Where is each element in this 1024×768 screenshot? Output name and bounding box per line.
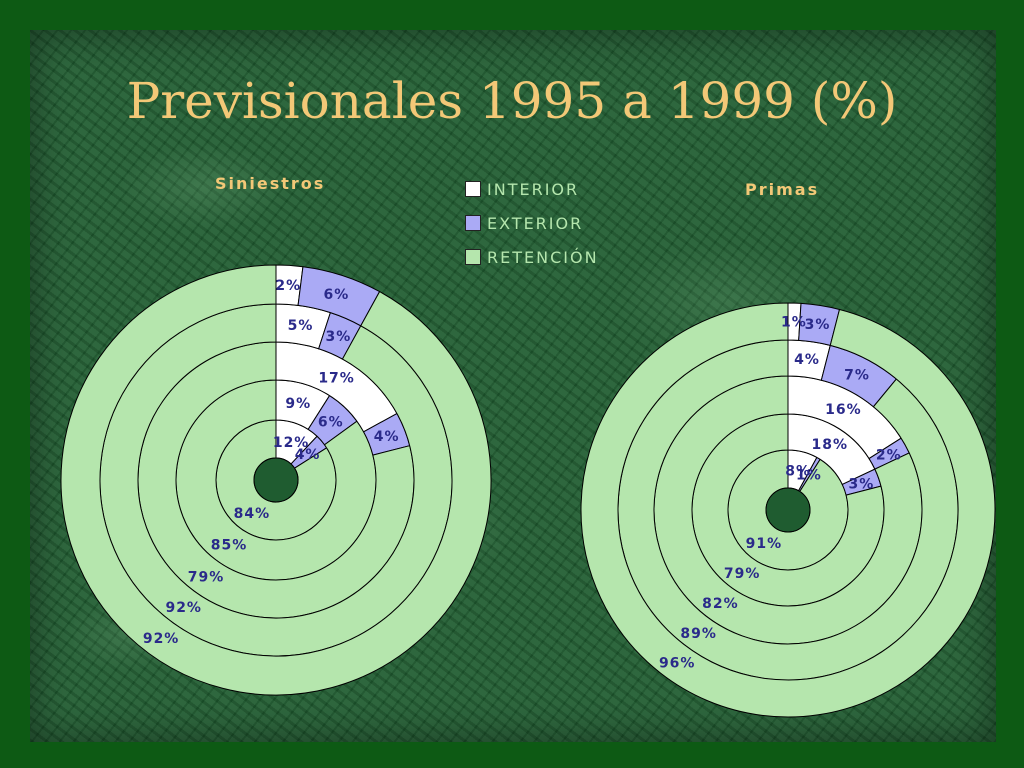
primas-ring-5-exterior-label: 3% bbox=[805, 317, 831, 333]
siniestros-ring-5-exterior-label: 6% bbox=[324, 287, 350, 303]
primas-ring-5-retencion-label: 96% bbox=[659, 655, 696, 671]
legend-label-retencion: RETENCIÓN bbox=[487, 247, 599, 267]
primas-ring-1-exterior-label: 1% bbox=[796, 468, 822, 484]
siniestros-ring-2-exterior-label: 6% bbox=[318, 415, 344, 431]
primas-ring-3-exterior-label: 2% bbox=[876, 448, 902, 464]
siniestros-ring-1-exterior-label: 4% bbox=[295, 447, 321, 463]
chart-title-siniestros: Siniestros bbox=[215, 174, 326, 193]
legend: INTERIOR EXTERIOR RETENCIÓN bbox=[465, 172, 599, 274]
legend-label-interior: INTERIOR bbox=[487, 179, 580, 199]
primas-ring-2-interior-label: 18% bbox=[812, 437, 849, 453]
siniestros-ring-2-retencion-label: 85% bbox=[211, 538, 248, 554]
siniestros-center-hole bbox=[253, 457, 299, 503]
pie-primas: 8%1%91%18%3%79%16%2%82%4%7%89%1%3%96% bbox=[580, 302, 996, 718]
primas-ring-1-interior-label: 8% bbox=[785, 463, 811, 479]
primas-ring-2-retencion-label: 79% bbox=[724, 566, 761, 582]
legend-label-exterior: EXTERIOR bbox=[487, 213, 584, 233]
siniestros-ring-5-retencion-label: 92% bbox=[143, 631, 180, 647]
legend-item-retencion: RETENCIÓN bbox=[465, 240, 599, 274]
primas-ring-5-interior-label: 1% bbox=[781, 315, 807, 331]
primas-ring-4-interior-label: 4% bbox=[794, 352, 820, 368]
primas-ring-4-retencion-label: 89% bbox=[680, 626, 717, 642]
legend-swatch-retencion bbox=[465, 249, 481, 265]
primas-ring-4-exterior-label: 7% bbox=[844, 368, 870, 384]
siniestros-ring-3-interior-label: 17% bbox=[318, 371, 355, 387]
siniestros-ring-5-retencion-slice bbox=[60, 264, 492, 696]
legend-item-exterior: EXTERIOR bbox=[465, 206, 599, 240]
siniestros-ring-2-interior-label: 9% bbox=[285, 396, 311, 412]
primas-ring-1-retencion-label: 91% bbox=[746, 536, 783, 552]
slide-title: Previsionales 1995 a 1999 (%) bbox=[126, 72, 898, 130]
primas-center-hole bbox=[765, 487, 811, 533]
primas-ring-3-interior-label: 16% bbox=[825, 402, 862, 418]
siniestros-ring-4-interior-label: 5% bbox=[288, 318, 314, 334]
legend-swatch-interior bbox=[465, 181, 481, 197]
siniestros-ring-4-exterior-label: 3% bbox=[325, 329, 351, 345]
legend-item-interior: INTERIOR bbox=[465, 172, 599, 206]
siniestros-ring-3-exterior-label: 4% bbox=[374, 429, 400, 445]
chart-title-primas: Primas bbox=[745, 180, 820, 199]
siniestros-ring-5-interior-label: 2% bbox=[275, 278, 301, 294]
legend-swatch-exterior bbox=[465, 215, 481, 231]
primas-ring-5-retencion-slice bbox=[580, 302, 996, 718]
siniestros-ring-3-retencion-label: 79% bbox=[188, 569, 225, 585]
siniestros-ring-4-retencion-label: 92% bbox=[165, 600, 202, 616]
primas-ring-2-exterior-label: 3% bbox=[848, 477, 874, 493]
siniestros-ring-1-interior-label: 12% bbox=[273, 435, 310, 451]
siniestros-ring-1-retencion-label: 84% bbox=[234, 506, 271, 522]
primas-ring-3-retencion-label: 82% bbox=[702, 596, 739, 612]
pie-siniestros: 12%4%84%9%6%85%17%4%79%5%3%92%2%6%92% bbox=[60, 264, 492, 696]
